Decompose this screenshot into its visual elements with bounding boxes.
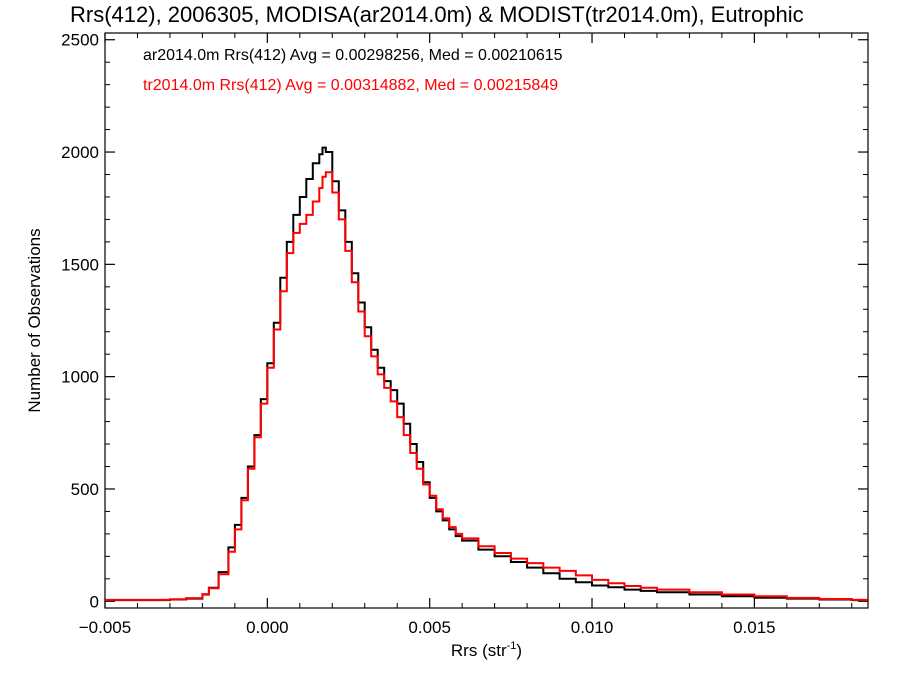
- x-tick-label: 0.010: [571, 618, 614, 637]
- axis-ticks: −0.005 0.000 0.005 0.010 0.015 0 500 1000 1500 20…: [61, 31, 868, 637]
- y-tick-label: 500: [71, 480, 99, 499]
- y-axis-label: Number of Observations: [25, 228, 44, 412]
- x-axis-label-main: Rrs (str: [451, 641, 507, 660]
- x-axis-label: Rrs (str-1): [451, 640, 522, 660]
- series-group: [105, 146, 869, 602]
- x-tick-label: 0.000: [246, 618, 289, 637]
- legend-entry-tr2014: tr2014.0m Rrs(412) Avg = 0.00314882, Med…: [143, 77, 558, 94]
- legend-entry-ar2014: ar2014.0m Rrs(412) Avg = 0.00298256, Med…: [143, 47, 563, 64]
- x-tick-label: −0.005: [79, 618, 131, 637]
- x-tick-label: 0.015: [733, 618, 776, 637]
- x-tick-label: 0.005: [408, 618, 451, 637]
- y-tick-label: 1500: [61, 255, 99, 274]
- y-tick-label: 0: [90, 592, 99, 611]
- legend: ar2014.0m Rrs(412) Avg = 0.00298256, Med…: [143, 47, 563, 94]
- plot-frame: [104, 32, 869, 609]
- chart-title: Rrs(412), 2006305, MODISA(ar2014.0m) & M…: [70, 2, 804, 27]
- y-tick-label: 2000: [61, 143, 99, 162]
- x-axis-label-end: ): [516, 641, 522, 660]
- x-axis-label-sup: -1: [507, 640, 517, 652]
- series-ar2014: [105, 146, 869, 602]
- series-tr2014: [105, 171, 869, 601]
- y-tick-label: 1000: [61, 368, 99, 387]
- y-tick-label: 2500: [61, 31, 99, 50]
